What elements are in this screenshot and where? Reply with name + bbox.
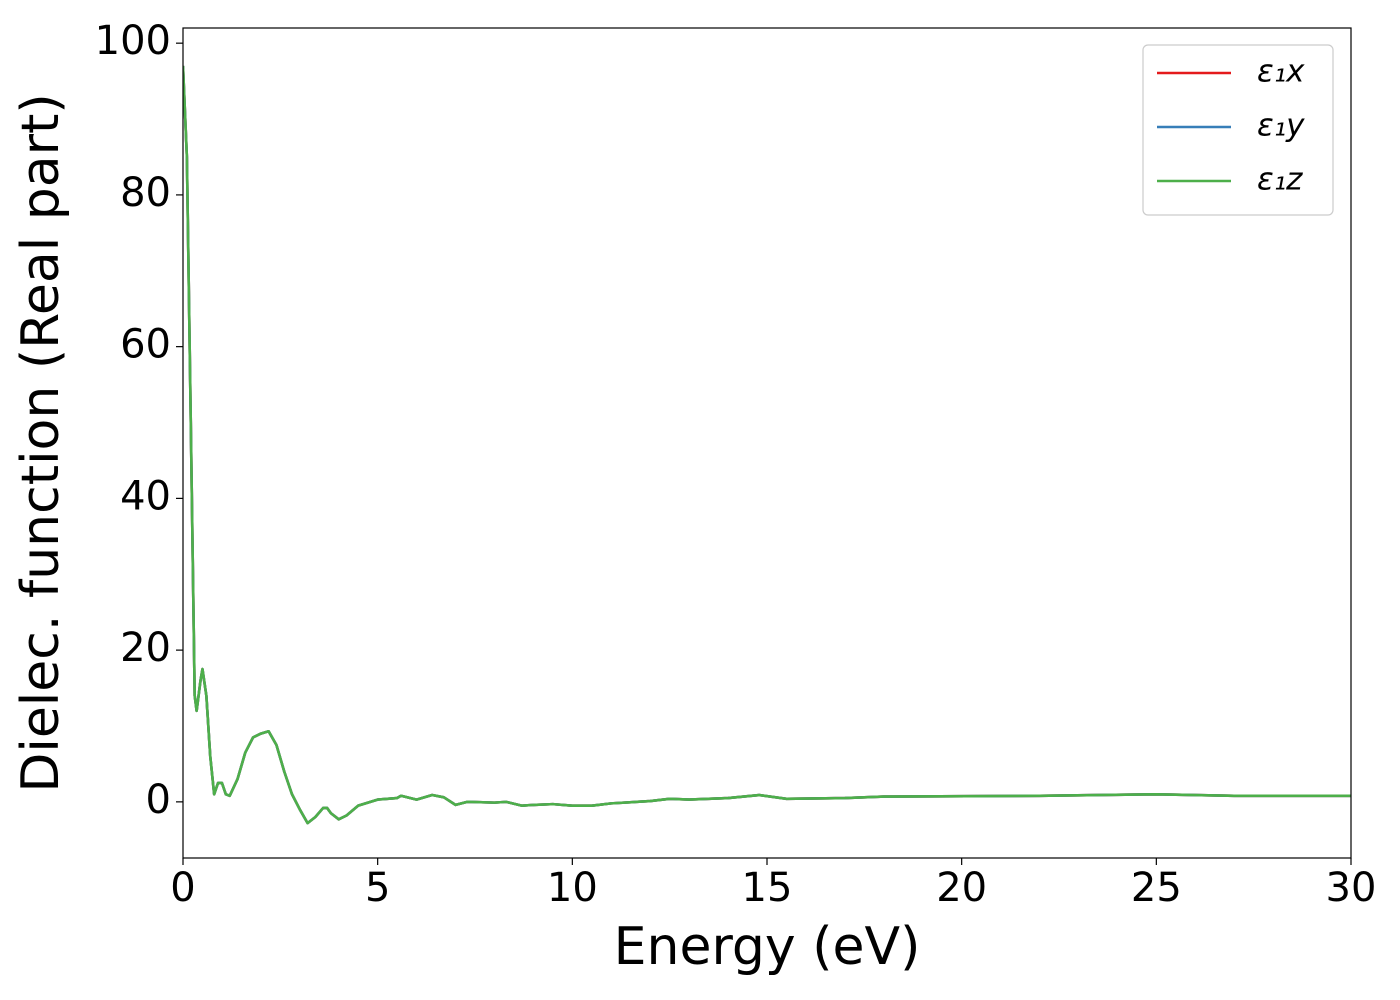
y-axis-label: Dielec. function (Real part) <box>11 93 71 792</box>
legend-label: ε₁z <box>1257 162 1303 198</box>
x-tick-label: 20 <box>936 865 987 911</box>
x-tick-label: 0 <box>170 865 195 911</box>
y-tick-label: 40 <box>120 473 171 519</box>
y-tick-label: 80 <box>120 170 171 216</box>
x-axis-label: Energy (eV) <box>614 917 921 977</box>
x-tick-label: 30 <box>1326 865 1377 911</box>
y-tick-label: 20 <box>120 625 171 671</box>
plot-frame <box>182 27 1352 859</box>
legend-box <box>1142 44 1334 216</box>
x-tick-label: 10 <box>547 865 598 911</box>
y-tick-label: 100 <box>95 18 171 64</box>
x-tick-label: 5 <box>365 865 390 911</box>
x-tick-label: 25 <box>1131 865 1182 911</box>
y-tick-label: 60 <box>120 322 171 368</box>
series-line <box>183 65 1351 825</box>
x-tick-label: 15 <box>742 865 793 911</box>
y-tick-label: 0 <box>146 777 171 823</box>
legend-label: ε₁x <box>1257 54 1305 90</box>
legend-label: ε₁y <box>1257 108 1305 144</box>
